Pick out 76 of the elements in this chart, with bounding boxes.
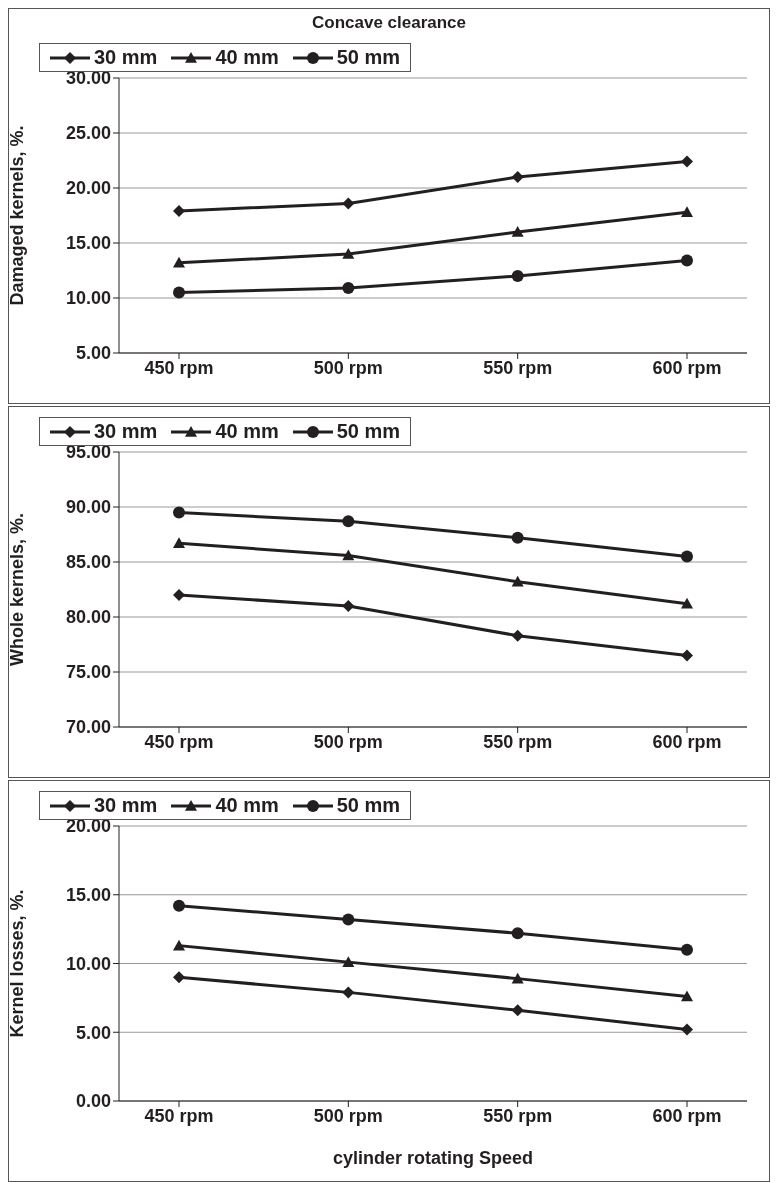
legend-label: 30 mm (94, 420, 158, 443)
x-tick-label: 600 rpm (652, 357, 722, 378)
legend-label: 30 mm (94, 794, 158, 817)
point (681, 155, 693, 168)
point (173, 589, 185, 601)
point (173, 971, 185, 984)
point (173, 899, 185, 912)
x-tick-label: 550 rpm (483, 357, 553, 378)
point (173, 205, 185, 218)
point (173, 506, 185, 519)
point (342, 197, 355, 210)
y-tick-label: 15.00 (65, 233, 111, 254)
point (511, 270, 524, 282)
point (342, 600, 355, 612)
point (342, 913, 355, 926)
point (173, 286, 185, 299)
point (511, 575, 524, 587)
x-tick-label: 550 rpm (483, 1105, 553, 1126)
x-tick-label: 600 rpm (652, 731, 722, 752)
point (511, 629, 524, 642)
y-tick-label: 10.00 (65, 953, 111, 974)
point (511, 226, 524, 237)
x-axis-title: cylinder rotating Speed (332, 1147, 534, 1168)
point (511, 972, 524, 984)
point (342, 549, 355, 561)
y-tick-label: 5.00 (75, 1022, 111, 1043)
point (681, 649, 693, 662)
point (342, 282, 355, 295)
y-tick-label: 90.00 (65, 497, 111, 518)
legend-label: 50 mm (336, 794, 401, 817)
legend-label: 40 mm (215, 46, 279, 69)
y-tick-label: 5.00 (75, 343, 111, 364)
point (681, 550, 693, 563)
point (681, 1023, 693, 1036)
point (342, 956, 355, 967)
y-axis-title: Damaged kernels, %. (7, 125, 28, 306)
point (173, 537, 185, 549)
legend-label: 40 mm (215, 794, 279, 817)
y-axis-title: Kernel losses, %. (7, 889, 28, 1038)
legend-label: 30 mm (94, 46, 158, 69)
point (342, 515, 355, 528)
x-tick-label: 600 rpm (652, 1105, 722, 1126)
point (342, 248, 355, 259)
y-tick-label: 15.00 (65, 885, 111, 906)
x-tick-label: 500 rpm (313, 1105, 383, 1126)
legend-label: 40 mm (215, 420, 279, 443)
point (511, 171, 524, 183)
point (511, 1004, 524, 1017)
x-tick-label: 450 rpm (144, 357, 214, 378)
x-tick-label: 450 rpm (144, 731, 214, 752)
x-tick-label: 500 rpm (313, 357, 383, 378)
x-tick-label: 450 rpm (144, 1105, 214, 1126)
y-tick-label: 75.00 (65, 662, 111, 683)
point (511, 531, 524, 544)
x-tick-label: 550 rpm (483, 731, 553, 752)
y-tick-label: 85.00 (65, 552, 111, 573)
point (681, 206, 693, 217)
y-axis-title: Whole kernels, %. (7, 512, 28, 667)
legend-label: 50 mm (336, 420, 401, 443)
legend-label: 50 mm (336, 46, 401, 69)
point (681, 597, 693, 609)
point (681, 254, 693, 267)
point (173, 939, 185, 951)
point (511, 927, 524, 940)
y-tick-label: 70.00 (65, 717, 111, 738)
y-tick-label: 25.00 (65, 123, 111, 144)
y-tick-label: 20.00 (65, 178, 111, 199)
y-tick-label: 0.00 (75, 1091, 111, 1112)
x-tick-label: 500 rpm (313, 731, 383, 752)
point (681, 990, 693, 1002)
y-tick-label: 80.00 (65, 607, 111, 628)
point (342, 986, 355, 999)
y-tick-label: 10.00 (65, 288, 111, 309)
chart-title: Concave clearance (310, 12, 467, 33)
point (173, 256, 185, 268)
point (681, 943, 693, 956)
